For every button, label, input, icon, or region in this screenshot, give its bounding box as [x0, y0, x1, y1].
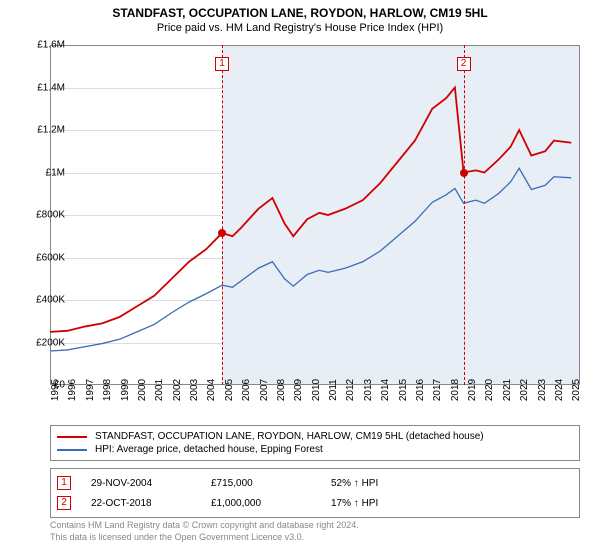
chart-container: STANDFAST, OCCUPATION LANE, ROYDON, HARL…	[0, 0, 600, 560]
sales-table: 1 29-NOV-2004 £715,000 52% ↑ HPI 2 22-OC…	[50, 468, 580, 518]
legend-swatch	[57, 449, 87, 451]
sale-row: 2 22-OCT-2018 £1,000,000 17% ↑ HPI	[57, 493, 573, 513]
legend-swatch	[57, 436, 87, 438]
footer-line: This data is licensed under the Open Gov…	[50, 532, 359, 544]
legend: STANDFAST, OCCUPATION LANE, ROYDON, HARL…	[50, 425, 580, 461]
line-series	[50, 45, 580, 385]
sale-row: 1 29-NOV-2004 £715,000 52% ↑ HPI	[57, 473, 573, 493]
series-standfast	[50, 88, 571, 332]
sale-date: 22-OCT-2018	[91, 498, 211, 509]
sale-dot	[460, 169, 468, 177]
footer: Contains HM Land Registry data © Crown c…	[50, 520, 359, 543]
sale-pct: 52% ↑ HPI	[331, 478, 451, 489]
legend-label: HPI: Average price, detached house, Eppi…	[95, 444, 323, 455]
chart-title: STANDFAST, OCCUPATION LANE, ROYDON, HARL…	[0, 0, 600, 20]
sale-price: £715,000	[211, 478, 331, 489]
sale-number-box: 2	[57, 496, 71, 510]
chart-subtitle: Price paid vs. HM Land Registry's House …	[0, 20, 600, 34]
sale-dot	[218, 229, 226, 237]
footer-line: Contains HM Land Registry data © Crown c…	[50, 520, 359, 532]
legend-item: HPI: Average price, detached house, Eppi…	[57, 443, 573, 456]
legend-label: STANDFAST, OCCUPATION LANE, ROYDON, HARL…	[95, 431, 484, 442]
sale-marker: 2	[457, 57, 471, 71]
sale-price: £1,000,000	[211, 498, 331, 509]
sale-date: 29-NOV-2004	[91, 478, 211, 489]
sale-marker: 1	[215, 57, 229, 71]
sale-pct: 17% ↑ HPI	[331, 498, 451, 509]
sale-number-box: 1	[57, 476, 71, 490]
legend-item: STANDFAST, OCCUPATION LANE, ROYDON, HARL…	[57, 430, 573, 443]
series-hpi	[50, 168, 571, 351]
